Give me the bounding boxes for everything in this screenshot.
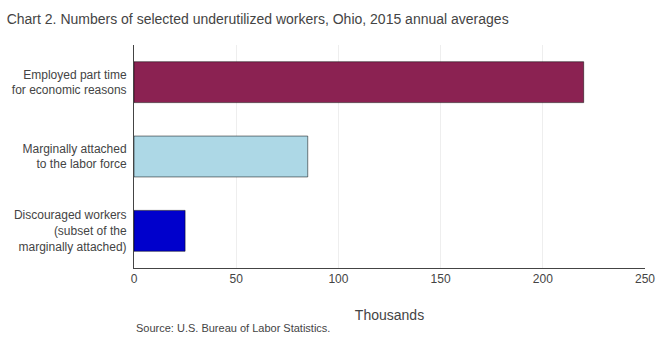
svg-text:200: 200 bbox=[533, 272, 553, 286]
svg-text:Marginally attachedto the labo: Marginally attachedto the labor force bbox=[23, 142, 127, 172]
svg-text:250: 250 bbox=[635, 272, 655, 286]
svg-text:Source: U.S. Bureau of Labor S: Source: U.S. Bureau of Labor Statistics. bbox=[136, 322, 330, 334]
svg-text:Employed part timefor economic: Employed part timefor economic reasons bbox=[12, 68, 127, 98]
svg-text:100: 100 bbox=[328, 272, 348, 286]
svg-text:150: 150 bbox=[431, 272, 451, 286]
svg-text:Chart 2. Numbers of selected u: Chart 2. Numbers of selected underutiliz… bbox=[7, 11, 509, 27]
svg-text:50: 50 bbox=[230, 272, 244, 286]
svg-text:Discouraged workers(subset of: Discouraged workers(subset of themargina… bbox=[14, 208, 127, 253]
svg-text:Thousands: Thousands bbox=[355, 307, 424, 323]
svg-text:0: 0 bbox=[131, 272, 138, 286]
